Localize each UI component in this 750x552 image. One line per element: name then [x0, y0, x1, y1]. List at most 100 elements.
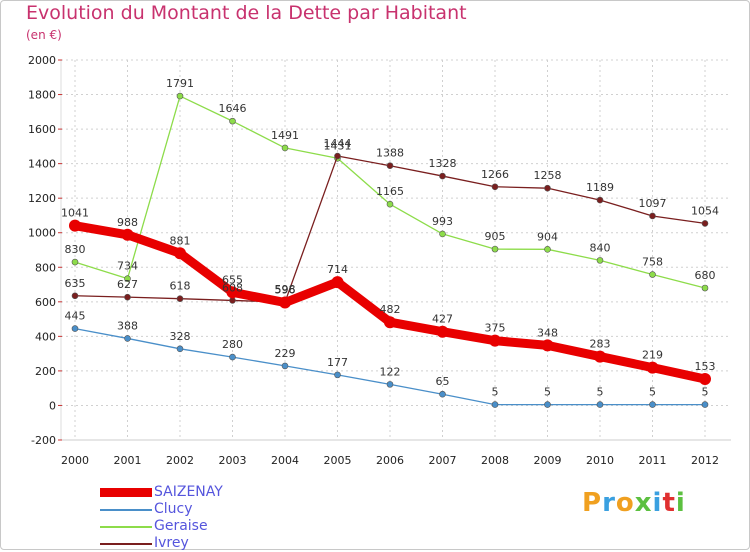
data-label-saizenay: 1041	[61, 207, 89, 220]
data-point-saizenay	[226, 286, 239, 299]
logo-letter: r	[602, 488, 616, 518]
data-point-ivrey	[544, 184, 551, 192]
y-tick-label: 1600	[28, 123, 56, 136]
data-label-clucy: 5	[492, 386, 499, 399]
y-tick-label: 1800	[28, 89, 56, 102]
x-tick-label: 2010	[586, 454, 614, 467]
data-point-clucy	[649, 401, 656, 408]
data-label-saizenay: 988	[117, 216, 138, 229]
data-point-ivrey	[701, 220, 709, 227]
data-label-ivrey: 1388	[376, 147, 404, 160]
data-label-geraise: 758	[642, 256, 663, 269]
data-point-ivrey	[229, 297, 236, 304]
data-point-saizenay	[121, 228, 134, 241]
data-label-geraise: 680	[695, 269, 716, 282]
legend-swatch	[100, 509, 152, 511]
legend-label: SAIZENAY	[154, 484, 223, 500]
logo-letter: i	[675, 488, 686, 518]
y-tick-label: 400	[35, 330, 56, 343]
data-label-geraise: 830	[65, 243, 86, 256]
data-label-ivrey: 608	[222, 281, 243, 294]
logo-letter: o	[615, 488, 635, 518]
y-tick-label: 1200	[28, 192, 56, 205]
logo-letter: t	[662, 488, 676, 518]
data-point-geraise	[701, 284, 709, 292]
data-label-ivrey: 598	[275, 283, 296, 296]
data-label-clucy: 122	[380, 365, 401, 378]
logo-letter: P	[582, 488, 603, 518]
data-point-geraise	[491, 245, 499, 253]
data-point-saizenay	[489, 334, 501, 347]
data-label-geraise: 993	[432, 215, 453, 228]
y-tick-label: 1400	[28, 158, 56, 171]
data-point-ivrey	[71, 292, 79, 300]
legend-swatch	[100, 488, 152, 497]
data-point-geraise	[596, 257, 604, 264]
data-label-clucy: 445	[65, 310, 86, 323]
x-tick-label: 2012	[691, 454, 719, 467]
data-point-clucy	[439, 390, 446, 398]
data-label-ivrey: 627	[117, 278, 138, 291]
data-point-clucy	[281, 362, 289, 370]
x-tick-label: 2005	[324, 454, 352, 467]
data-point-saizenay	[699, 373, 711, 386]
x-tick-label: 2009	[534, 454, 562, 467]
data-point-clucy	[596, 401, 604, 408]
data-label-ivrey: 618	[170, 280, 191, 293]
data-label-saizenay: 219	[642, 349, 663, 362]
data-label-ivrey: 1266	[481, 168, 509, 181]
legend-swatch	[100, 526, 152, 528]
data-label-geraise: 1491	[271, 129, 299, 142]
y-tick-label: 600	[35, 296, 56, 309]
x-tick-label: 2004	[271, 454, 299, 467]
data-label-clucy: 65	[436, 375, 450, 388]
data-point-geraise	[386, 200, 394, 208]
y-tick-label: 0	[49, 399, 56, 412]
data-label-ivrey: 1189	[586, 181, 614, 194]
data-point-saizenay	[646, 361, 659, 374]
data-label-saizenay: 348	[537, 326, 558, 339]
data-label-ivrey: 1258	[534, 169, 562, 182]
data-point-saizenay	[384, 316, 396, 329]
legend-swatch	[100, 543, 152, 545]
data-point-geraise	[124, 275, 131, 282]
data-point-geraise	[281, 144, 289, 152]
data-label-clucy: 328	[170, 330, 191, 343]
data-point-saizenay	[174, 247, 186, 260]
data-point-saizenay	[69, 219, 81, 232]
data-label-geraise: 904	[537, 230, 558, 243]
data-point-clucy	[491, 401, 499, 408]
data-label-saizenay: 427	[432, 313, 453, 326]
x-tick-label: 2007	[429, 454, 457, 467]
data-label-ivrey: 1328	[429, 157, 457, 170]
x-tick-label: 2003	[219, 454, 247, 467]
legend-label: Geraise	[154, 518, 208, 534]
data-point-ivrey	[491, 183, 499, 191]
data-point-clucy	[176, 345, 184, 353]
data-label-clucy: 229	[275, 347, 296, 360]
data-point-clucy	[544, 401, 551, 408]
data-label-ivrey: 1054	[691, 204, 719, 217]
data-point-saizenay	[594, 350, 606, 363]
y-tick-label: -200	[31, 434, 56, 447]
data-label-saizenay: 714	[327, 263, 348, 276]
chart-title: Evolution du Montant de la Dette par Hab…	[26, 2, 467, 24]
data-point-clucy	[71, 325, 79, 332]
data-point-saizenay	[331, 276, 344, 289]
data-point-clucy	[334, 371, 341, 379]
x-tick-label: 2000	[61, 454, 89, 467]
x-tick-label: 2008	[481, 454, 509, 467]
data-point-ivrey	[439, 172, 446, 180]
data-label-geraise: 1791	[166, 77, 194, 90]
data-label-clucy: 280	[222, 338, 243, 351]
data-label-saizenay: 153	[695, 360, 716, 373]
data-point-geraise	[71, 258, 79, 266]
data-label-ivrey: 1097	[639, 197, 667, 210]
data-point-clucy	[701, 401, 709, 408]
proxiti-logo: Proxiti	[582, 488, 686, 518]
data-label-clucy: 5	[702, 386, 709, 399]
y-tick-label: 200	[35, 365, 56, 378]
legend-label: Ivrey	[154, 535, 189, 551]
